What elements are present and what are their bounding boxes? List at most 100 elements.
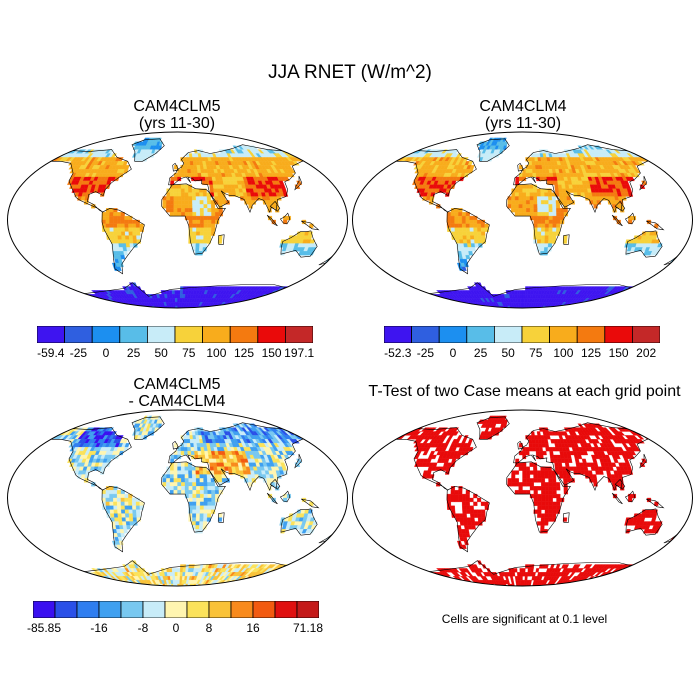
map-cam4clm4-cell (514, 196, 519, 201)
map-cam4clm4-cell (469, 223, 474, 228)
map-cam4clm4-cell (556, 215, 561, 221)
map-ttest-cell (522, 478, 527, 483)
map-cam4clm4-cell (533, 188, 538, 193)
colorbar-cam4clm5-swatch (147, 325, 176, 344)
map-cam4clm4-cell (596, 200, 602, 205)
map-ttest-cell (544, 439, 549, 444)
map-difference-cell (181, 486, 186, 491)
colorbar-difference-swatch (296, 600, 320, 619)
map-cam4clm4-cell (538, 169, 543, 174)
map-difference-cell (231, 583, 242, 586)
map-difference-cell (207, 513, 212, 518)
map-cam4clm4-cell (511, 192, 516, 197)
map-cam4clm5-cell (109, 223, 114, 228)
map-cam4clm5-cell (113, 231, 118, 236)
map-difference-cell (65, 576, 77, 581)
map-difference-cell (128, 493, 133, 499)
map-difference-cell (214, 583, 223, 586)
map-cam4clm4-cell (522, 200, 527, 205)
map-cam4clm4-cell (550, 180, 555, 185)
map-difference-cell (120, 583, 130, 586)
map-cam4clm5-cell (117, 305, 128, 308)
map-difference-cell (248, 583, 260, 586)
map-difference-cell (188, 478, 193, 483)
map-cam4clm5-cell (192, 212, 197, 217)
map-cam4clm4-cell (540, 196, 545, 201)
map-difference-cell (202, 521, 208, 526)
map-cam4clm4-cell (541, 231, 546, 236)
map-cam4clm4-cell (462, 305, 473, 308)
map-cam4clm5-cell (173, 204, 178, 209)
map-cam4clm4-cell (529, 212, 534, 217)
map-difference-cell (139, 501, 144, 506)
map-difference-cell (117, 517, 123, 522)
map-cam4clm5-cell (203, 208, 208, 213)
map-cam4clm4-cell (614, 298, 625, 303)
map-cam4clm4-cell (572, 305, 583, 308)
map-cam4clm5-cell (122, 243, 127, 248)
map-cam4clm4-cell (592, 200, 598, 205)
map-cam4clm4-cell (552, 231, 557, 236)
map-cam4clm5-cell (136, 235, 141, 240)
map-cam4clm4-cell (616, 294, 626, 299)
map-difference-cell (199, 521, 204, 526)
map-cam4clm4-cell (462, 235, 467, 240)
map-cam4clm4-cell (522, 176, 527, 182)
map-cam4clm4-cell (518, 305, 521, 308)
map-difference-cell (76, 572, 87, 577)
map-cam4clm5-cell (115, 305, 126, 308)
map-cam4clm4-cell (473, 227, 478, 232)
map-cam4clm5-cell (120, 305, 130, 308)
map-ttest-cell (592, 474, 597, 479)
map-cam4clm5-cell (209, 184, 214, 189)
map-difference-cell (171, 583, 174, 586)
map-cam4clm4-cell (427, 298, 438, 303)
map-cam4clm5-cell (257, 301, 268, 307)
map-difference-cell (207, 482, 212, 487)
map-cam4clm5-cell (183, 165, 188, 170)
map-cam4clm4-cell (537, 235, 542, 240)
map-cam4clm4-cell (477, 231, 482, 236)
map-cam4clm4-cell (537, 219, 542, 225)
map-ttest-cell (574, 458, 580, 463)
map-ttest-cell (636, 435, 645, 440)
map-cam4clm5-cell (192, 219, 197, 225)
map-cam4clm4-cell (413, 294, 424, 299)
map-cam4clm5-cell (181, 208, 186, 213)
map-cam4clm5-cell (251, 200, 257, 205)
map-cam4clm5-cell (135, 223, 140, 228)
map-difference-cell (196, 497, 201, 503)
map-ttest-cell (559, 474, 564, 479)
map-ttest-cell (532, 447, 537, 452)
map-difference-cell (262, 576, 273, 581)
map-cam4clm4-cell (450, 301, 460, 307)
map-difference-cell (95, 583, 107, 586)
map-cam4clm5-cell (175, 301, 178, 307)
map-cam4clm4-cell (585, 301, 595, 307)
panel1-title-line1: CAM4CLM5 (133, 98, 221, 115)
map-ttest-cell (566, 478, 572, 483)
map-cam4clm5-cell (181, 200, 186, 205)
map-cam4clm5-cell (71, 294, 82, 299)
map-difference-cell (125, 517, 130, 522)
map-cam4clm5-cell (182, 305, 187, 308)
map-cam4clm5-cell (174, 298, 178, 303)
map-difference-cell (307, 513, 313, 518)
map-cam4clm5-cell (170, 188, 175, 193)
map-difference-cell (177, 583, 180, 586)
map-ttest-cell (537, 474, 542, 479)
map-difference-cell (278, 576, 290, 581)
map-cam4clm4-cell (430, 301, 441, 307)
map-cam4clm5-cell (123, 251, 128, 256)
map-ttest-cell (552, 478, 557, 483)
map-cam4clm4-cell (526, 200, 531, 205)
map-ttest-cell (539, 450, 544, 456)
map-cam4clm5-cell (188, 188, 193, 193)
map-cam4clm5-cell (88, 305, 101, 308)
map-cam4clm5-cell (272, 298, 282, 303)
map-cam4clm4-cell (458, 231, 463, 236)
map-ttest-cell (536, 470, 542, 475)
map-difference-cell (177, 490, 182, 495)
map-cam4clm4-cell (422, 298, 434, 303)
map-cam4clm4-cell (522, 294, 526, 299)
